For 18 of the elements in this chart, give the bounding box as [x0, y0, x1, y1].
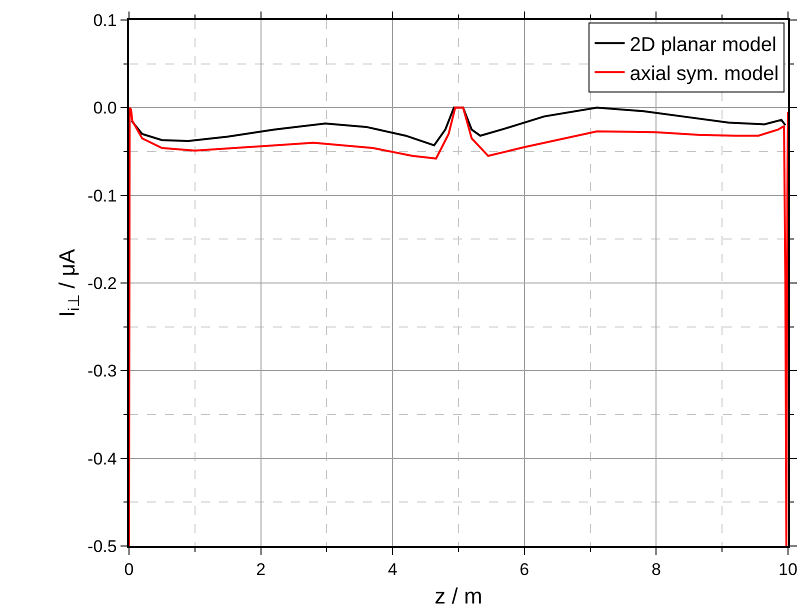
line-series — [129, 106, 788, 546]
x-tick-label: 4 — [388, 560, 398, 580]
x-tick-label: 8 — [651, 560, 661, 580]
x-tick-label: 6 — [520, 560, 530, 580]
y-tick-label: -0.4 — [88, 449, 117, 468]
y-tick-label: 0.0 — [93, 98, 117, 118]
x-axis-title: z / m — [434, 584, 482, 609]
y-tick-label: -0.2 — [88, 274, 117, 293]
x-tick-label: 0 — [124, 560, 134, 580]
line-series — [130, 106, 786, 146]
legend-label: axial sym. model — [630, 62, 779, 85]
y-tick-label: -0.5 — [88, 536, 117, 556]
y-tick-label: -0.3 — [88, 362, 117, 381]
y-tick-label: 0.1 — [93, 10, 117, 30]
y-tick-label: -0.1 — [88, 186, 117, 206]
x-tick-label: 2 — [256, 560, 266, 580]
legend-label: 2D planar model — [630, 34, 776, 56]
x-tick-label: 10 — [778, 560, 798, 580]
